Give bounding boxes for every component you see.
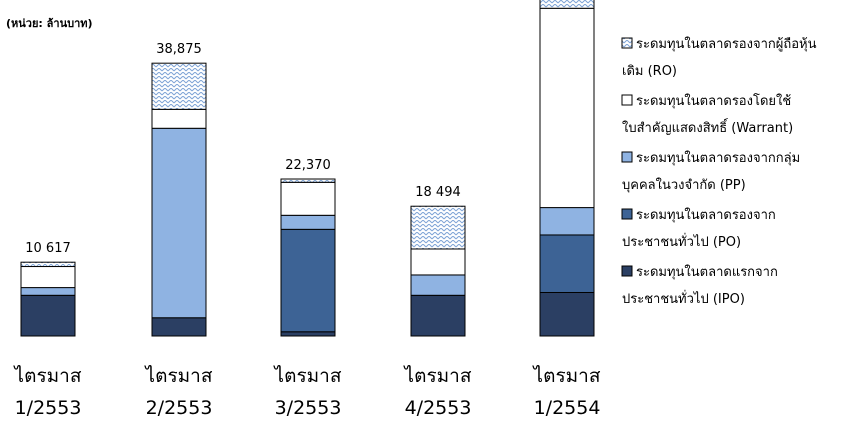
bar-segment-2-cat-5 (539, 234, 595, 293)
bar-segment-1-cat-2 (151, 317, 207, 337)
bar-segment-5-cat-5 (539, 0, 595, 9)
category-label-5-line-1: ไตรมาส (532, 365, 601, 387)
category-label-3-line-1: ไตรมาส (273, 365, 342, 387)
bar-segment-1-cat-5 (539, 291, 595, 337)
unit-label: (หน่วย: ล้านบาท) (6, 17, 93, 30)
bar-segment-3-cat-2 (151, 127, 207, 319)
bar-segment-5-cat-4 (410, 205, 466, 250)
legend: ระดมทุนในตลาดรองจากผู้ถือหุ้นเดิม (RO) ระ… (621, 36, 817, 307)
legend-label-2-line-1: ระดมทุนในตลาดรองโดยใช้ (636, 93, 791, 109)
legend-swatch-4 (621, 208, 633, 220)
category-labels: ไตรมาส 1/2553 ไตรมาส 2/2553 ไตรมาส 3/2553 ไตรม… (13, 365, 601, 419)
bar-segment-4-cat-2 (151, 108, 207, 129)
legend-label-4-line-2: ประชาชนทั่วไป (PO) (622, 233, 741, 250)
legend-swatch-2 (621, 94, 633, 106)
legend-label-1-line-1: ระดมทุนในตลาดรองจากผู้ถือหุ้น (636, 36, 817, 52)
bar-segment-4-cat-1 (20, 266, 76, 289)
legend-swatch-3 (621, 151, 633, 163)
category-label-3-line-2: 3/2553 (275, 397, 342, 419)
bar-segment-5-cat-2 (151, 62, 207, 110)
legend-swatch-5 (621, 265, 633, 277)
legend-label-1-line-2: เดิม (RO) (622, 64, 677, 79)
bar-segment-3-cat-4 (410, 274, 466, 296)
total-label-1: 10 617 (25, 241, 71, 256)
category-label-2-line-1: ไตรมาส (144, 365, 213, 387)
legend-label-5-line-2: ประชาชนทั่วไป (IPO) (622, 290, 745, 307)
category-label-1-line-1: ไตรมาส (13, 365, 82, 387)
category-label-2-line-2: 2/2553 (146, 397, 213, 419)
legend-label-5-line-1: ระดมทุนในตลาดแรกจาก (636, 264, 778, 280)
bar-segment-4-cat-5 (539, 7, 595, 209)
legend-label-2-line-2: ใบสำคัญแสดงสิทธิ์ (Warrant) (622, 118, 793, 136)
bar-segment-5-cat-3 (280, 178, 336, 183)
category-label-4-line-2: 4/2553 (405, 397, 472, 419)
category-label-1-line-2: 1/2553 (15, 397, 82, 419)
bar-segment-1-cat-3 (280, 331, 336, 337)
bar-segment-3-cat-5 (539, 207, 595, 236)
legend-swatch-1 (621, 37, 633, 49)
bar-segment-1-cat-1 (20, 294, 76, 337)
legend-label-4-line-1: ระดมทุนในตลาดรองจาก (636, 207, 776, 223)
category-label-4-line-1: ไตรมาส (403, 365, 472, 387)
total-label-2: 38,875 (156, 42, 202, 57)
bar-segment-3-cat-3 (280, 214, 336, 230)
total-label-3: 22,370 (285, 158, 331, 173)
legend-label-3-line-2: บุคคลในวงจำกัด (PP) (622, 177, 746, 193)
bar-segment-2-cat-3 (280, 228, 336, 333)
category-label-5-line-2: 1/2554 (534, 397, 601, 419)
bar-segment-4-cat-3 (280, 181, 336, 216)
bar-segment-5-cat-1 (20, 261, 76, 268)
bar-segment-1-cat-4 (410, 294, 466, 337)
total-label-4: 18 494 (415, 185, 461, 200)
bar-segment-4-cat-4 (410, 248, 466, 276)
legend-label-3-line-1: ระดมทุนในตลาดรองจากกลุ่ม (636, 150, 800, 166)
bar-segment-3-cat-1 (20, 287, 76, 296)
